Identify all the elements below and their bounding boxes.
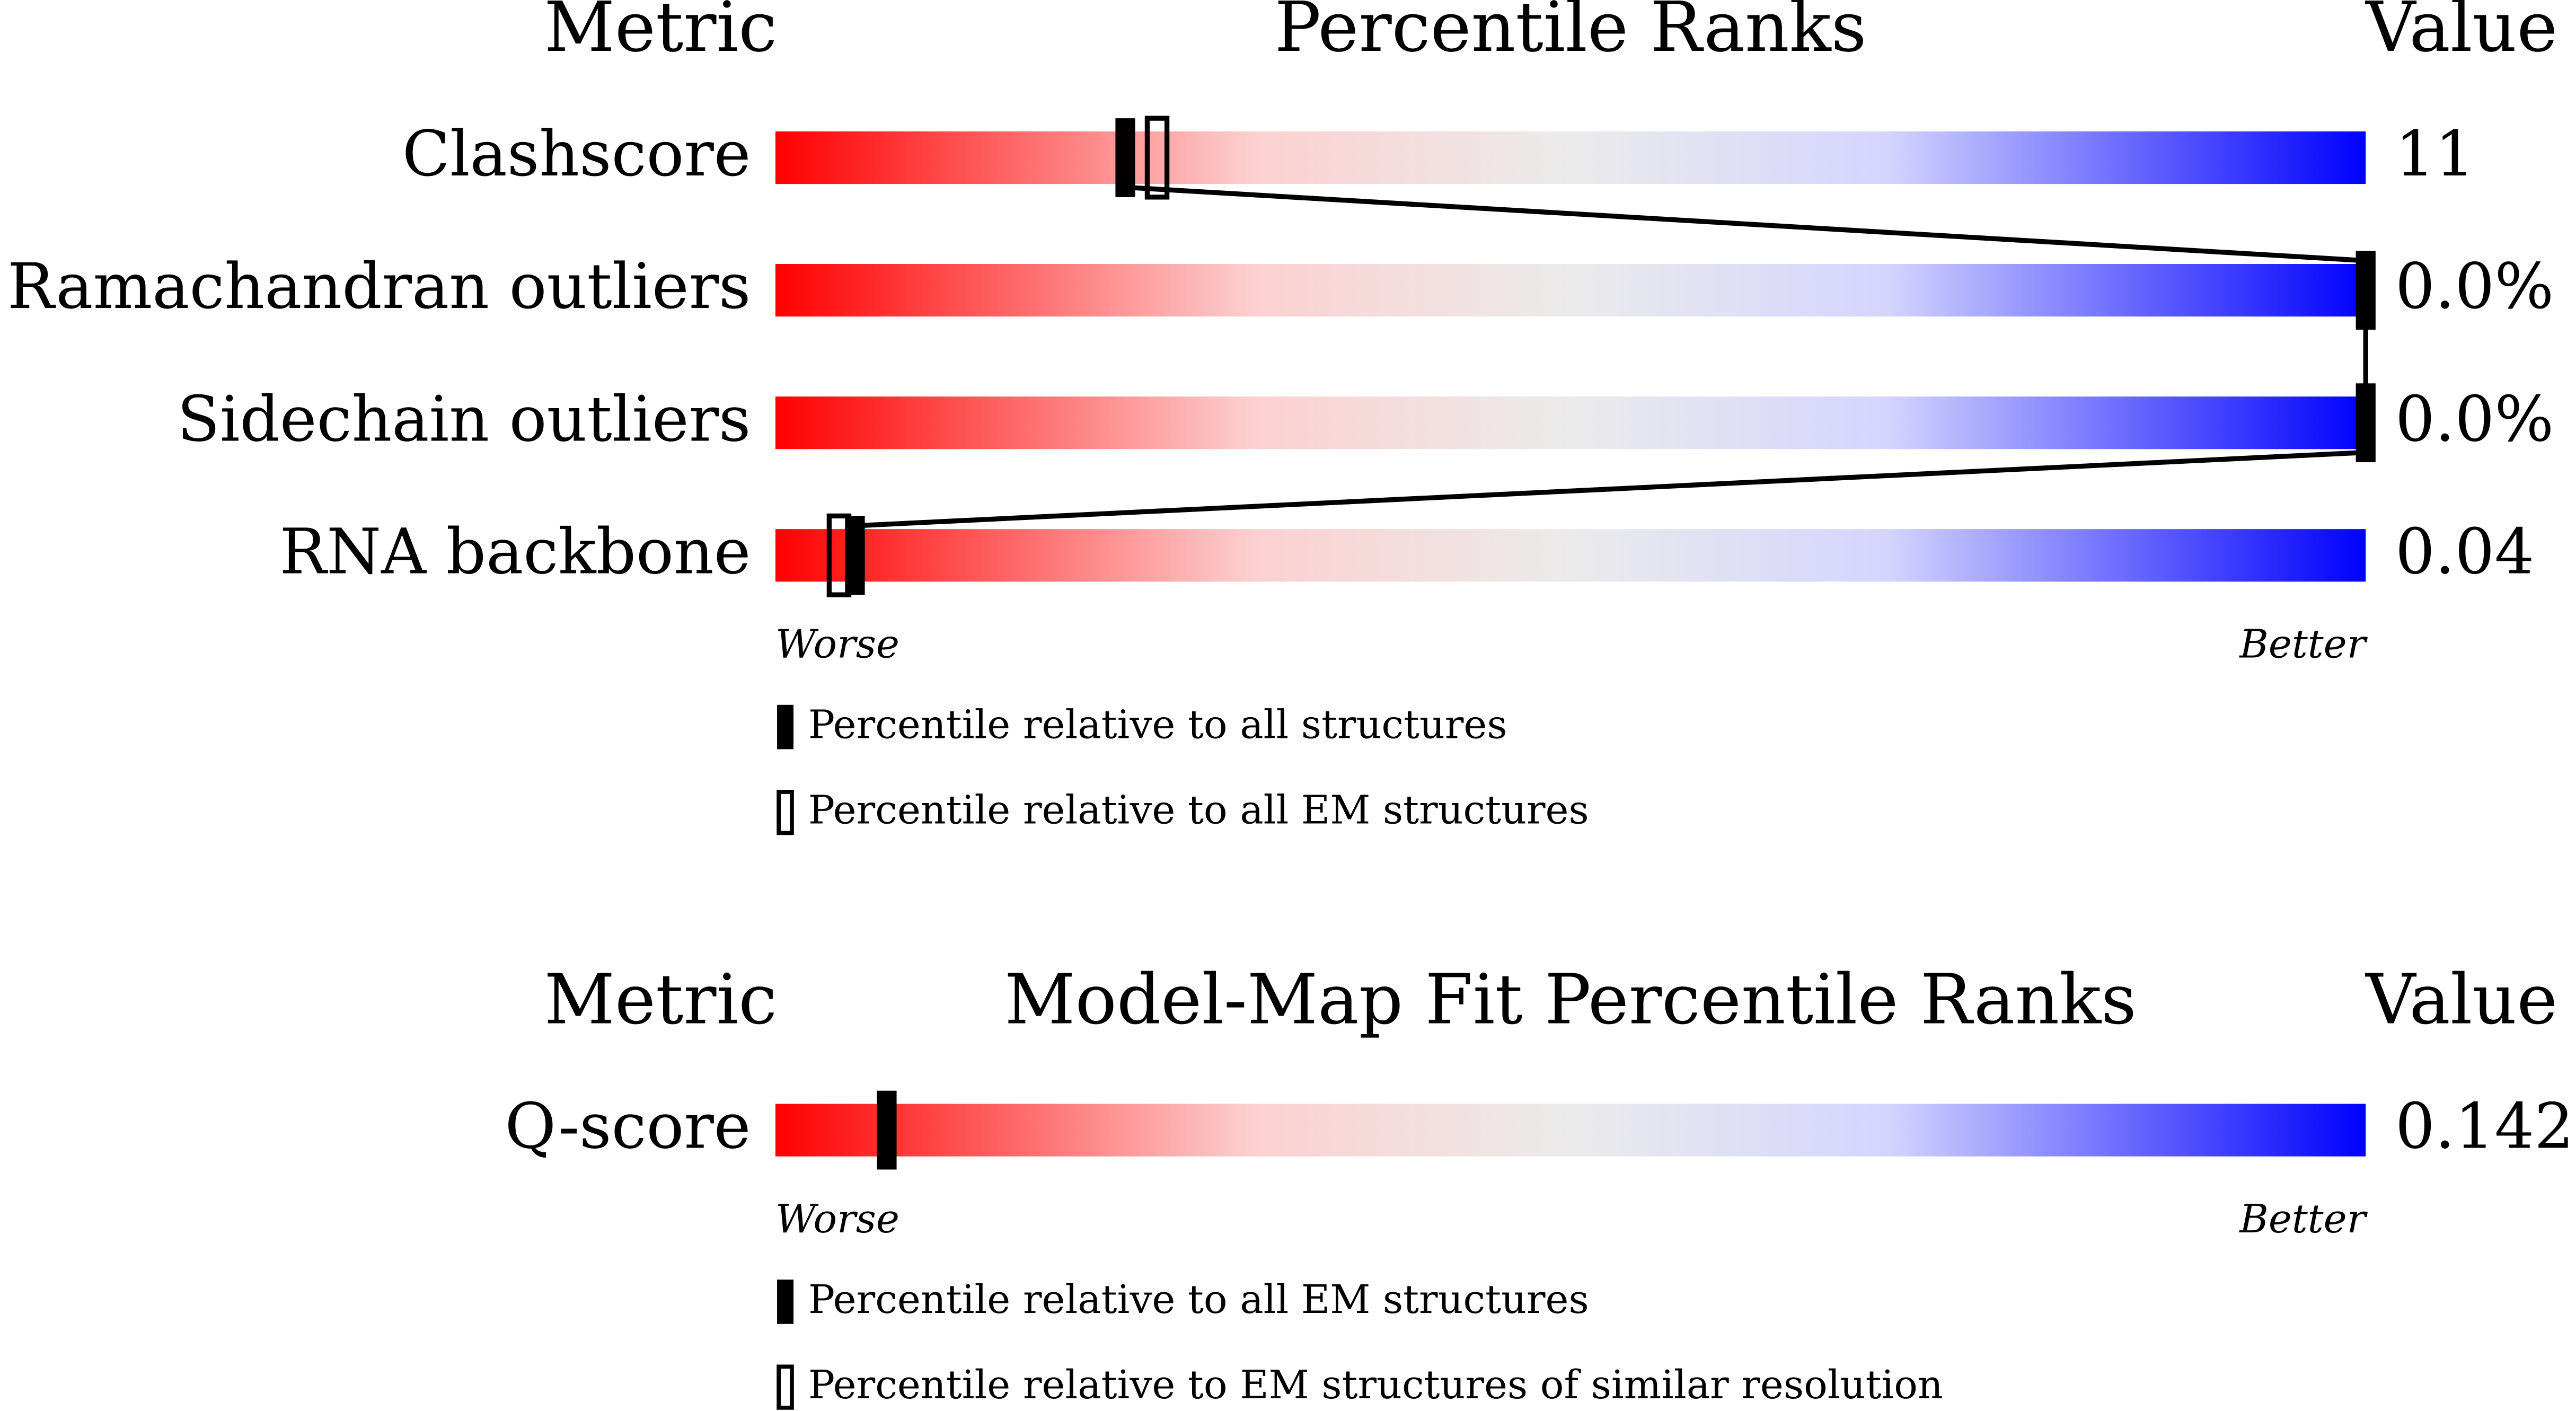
slider-bar (775, 396, 2366, 449)
section-title: Model-Map Fit Percentile Ranks (1004, 959, 2137, 1040)
metric-value: 0.0% (2395, 250, 2554, 323)
section-title: Percentile Ranks (1275, 0, 1867, 67)
slider-bar (775, 131, 2366, 184)
legend-label: Percentile relative to all EM structures (808, 787, 1589, 833)
marker-filled (2356, 383, 2376, 463)
metric-value: 0.0% (2395, 383, 2554, 455)
marker-filled (2356, 251, 2376, 330)
metric-value: 11 (2395, 118, 2475, 190)
metric-value: 0.142 (2395, 1090, 2574, 1163)
legend-swatch (777, 790, 794, 835)
legend-label: Percentile relative to all structures (808, 702, 1507, 748)
value-header: Value (2365, 0, 2557, 67)
legend-label: Percentile relative to EM structures of … (808, 1362, 1943, 1408)
marker-filled (1115, 118, 1135, 197)
metric-label: Q-score (505, 1090, 751, 1163)
metric-label: Ramachandran outliers (7, 250, 751, 323)
slider-bar (775, 1104, 2366, 1157)
worse-label: Worse (775, 621, 899, 667)
marker-filled (845, 516, 865, 595)
metric-label: RNA backbone (279, 515, 751, 588)
legend-swatch (777, 1364, 794, 1410)
metric-label: Clashscore (402, 118, 751, 190)
worse-label: Worse (775, 1196, 899, 1242)
better-label: Better (2238, 1196, 2368, 1242)
connector (1125, 184, 2366, 263)
value-header: Value (2365, 959, 2557, 1040)
legend-swatch (777, 1280, 794, 1324)
slider-bar (775, 529, 2366, 582)
connector (854, 449, 2366, 528)
metric-label: Sidechain outliers (177, 383, 751, 455)
metric-header: Metric (544, 0, 777, 67)
marker-open (1144, 116, 1170, 200)
better-label: Better (2238, 621, 2368, 667)
slider-bar (775, 264, 2366, 317)
marker-filled (877, 1090, 897, 1170)
legend-label: Percentile relative to all EM structures (808, 1276, 1589, 1322)
metric-header: Metric (544, 959, 777, 1040)
metric-value: 0.04 (2395, 515, 2534, 588)
legend-swatch (777, 704, 794, 749)
